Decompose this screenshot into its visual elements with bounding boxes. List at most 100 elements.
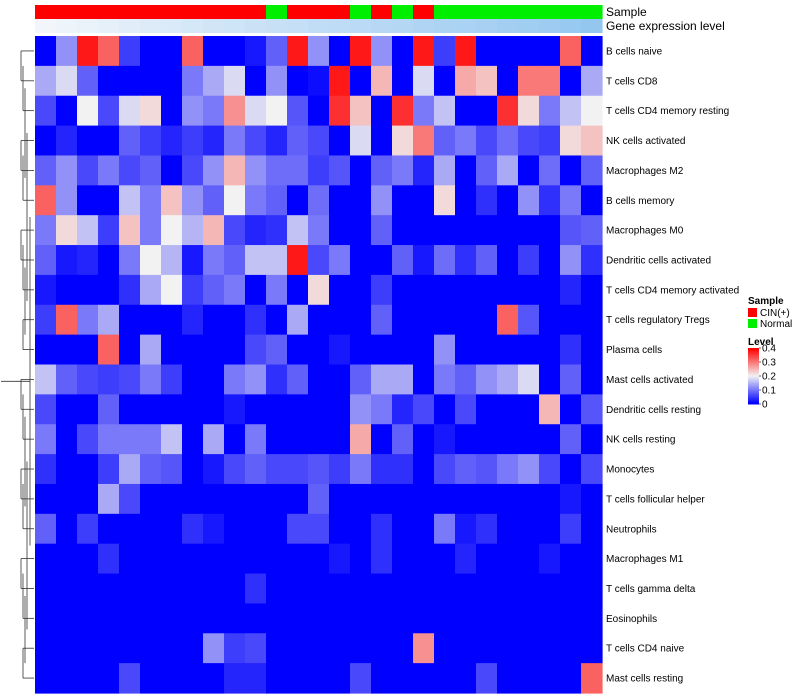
heatmap-cell [497,513,519,545]
heatmap-cell [392,603,414,634]
heatmap-cell [77,394,99,425]
heatmap-cell [581,304,603,336]
heatmap-cell [182,65,204,97]
heatmap-cell [518,125,540,157]
sample-annotation-cell [203,5,225,19]
heatmap-cell [287,573,309,605]
heatmap-cell [266,95,288,127]
heatmap-cell [413,155,435,186]
heatmap-cell [203,364,225,395]
heatmap-cell [539,304,561,336]
heatmap-cell [350,95,372,127]
level-colorbar-segment [748,359,759,362]
row-label: Dendritic cells activated [606,255,711,266]
sample-annotation-cell [476,5,498,19]
row-label: B cells memory [606,196,674,207]
heatmap-cell [455,543,477,575]
heatmap-cell [371,483,393,515]
heatmap-cell [434,334,456,366]
heatmap-cell [77,513,99,545]
expression-annotation-cell [35,19,57,33]
expression-annotation-cell [119,19,141,33]
heatmap-cell [98,245,120,276]
heatmap-cell [161,95,183,127]
sample-annotation-cell [350,5,372,19]
expression-annotation-cell [581,19,603,33]
heatmap-cell [77,334,99,366]
heatmap-cell [182,215,204,246]
sample-annotation-cell [77,5,99,19]
heatmap-cell [182,483,204,515]
heatmap-cell [35,424,57,455]
heatmap-cell [539,364,561,395]
heatmap-cell [182,424,204,455]
heatmap-cell [371,155,393,186]
heatmap-cell [35,36,57,67]
heatmap-cell [392,334,414,366]
expression-track-label: Gene expression level [606,19,725,33]
heatmap-cell [518,543,540,575]
heatmap-cell [35,245,57,276]
heatmap-cell [119,663,141,694]
heatmap-cell [266,65,288,97]
row-label: Monocytes [606,465,654,476]
heatmap-cell [581,65,603,97]
row-label: T cells gamma delta [606,584,696,595]
heatmap-cell [119,454,141,485]
heatmap-cell [560,245,582,276]
heatmap-cell [560,125,582,157]
heatmap-cell [581,125,603,157]
heatmap-cell [266,304,288,336]
heatmap-cell [119,543,141,575]
level-colorbar-segment [748,370,759,373]
heatmap-cell [140,663,162,694]
heatmap-cell [140,155,162,186]
heatmap-cell [161,334,183,366]
heatmap-cell [413,394,435,425]
heatmap-cell [371,394,393,425]
heatmap-cell [413,573,435,605]
heatmap-cell [434,125,456,157]
heatmap-cell [392,274,414,306]
sample-annotation-cell [413,5,435,19]
heatmap-cell [77,185,99,216]
heatmap-cell [455,125,477,157]
level-colorbar-segment [748,364,759,367]
heatmap-cell [287,125,309,157]
heatmap-cell [518,304,540,336]
heatmap-cell [581,543,603,575]
heatmap-cell [413,304,435,336]
heatmap-cell [518,663,540,694]
heatmap-cell [56,95,78,127]
level-colorbar-segment [748,348,759,350]
heatmap-cell [224,95,246,127]
heatmap-cell [434,185,456,216]
heatmap-cell [371,304,393,336]
heatmap-cell [161,304,183,336]
heatmap-cell [581,513,603,545]
heatmap-cell [560,483,582,515]
expression-annotation-cell [476,19,498,33]
heatmap-cell [308,125,330,157]
heatmap-cell [98,304,120,336]
heatmap-cell [56,394,78,425]
heatmap-cell [161,573,183,605]
heatmap-cell [455,334,477,366]
heatmap-cell [287,394,309,425]
heatmap-cell [266,573,288,605]
heatmap-cell [98,633,120,664]
heatmap-cell [371,95,393,127]
level-colorbar-segment [748,385,759,388]
heatmap-cell [371,573,393,605]
heatmap-cell [392,95,414,127]
heatmap-cell [308,334,330,366]
heatmap-cell [203,394,225,425]
heatmap-cell [308,663,330,694]
heatmap-cell [476,513,498,545]
heatmap-cell [203,633,225,664]
heatmap-cell [308,185,330,216]
heatmap-cell [56,424,78,455]
heatmap-cell [455,155,477,186]
sample-annotation-cell [560,5,582,19]
heatmap-cell [371,633,393,664]
